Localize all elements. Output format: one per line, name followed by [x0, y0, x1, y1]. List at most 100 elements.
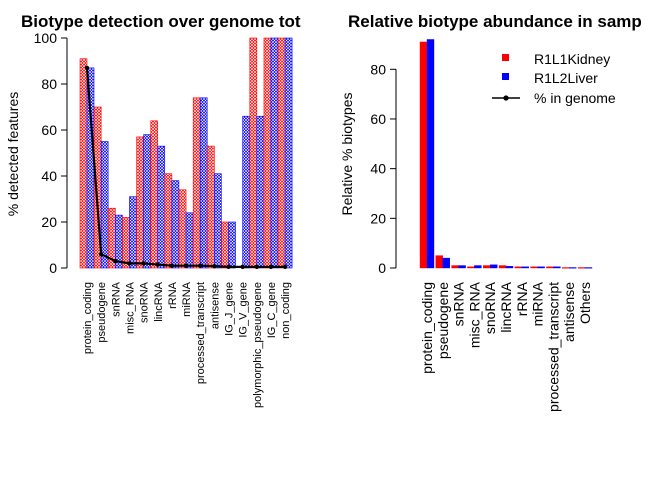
chart-1-bar	[228, 221, 236, 269]
chart-2-bar	[569, 267, 577, 269]
chart-2-bar	[442, 257, 450, 269]
chart-1-bar	[192, 97, 201, 269]
chart-1-genome-point	[141, 261, 146, 266]
chart-1-x-label: miRNA	[181, 281, 193, 316]
legend-label-series1: R1L1Kidney	[534, 51, 610, 67]
chart-1-x-label: rRNA	[167, 281, 179, 309]
chart-1-bar	[122, 217, 130, 269]
chart-1-bar	[136, 136, 144, 269]
chart-2-x-label: processed_transcript	[545, 282, 561, 412]
chart-1-genome-point	[254, 264, 259, 270]
chart-1-genome-point	[113, 258, 118, 264]
chart-1-x-label: processed_transcript	[195, 282, 207, 384]
chart-1-bar	[79, 58, 88, 269]
chart-2: Relative biotype abundance in samp Relat…	[339, 12, 642, 412]
chart-2-bar	[521, 266, 529, 269]
chart-1-bar	[249, 37, 258, 269]
chart-2-x-labels: protein_coding pseudogene snRNA misc_RNA sno…	[419, 281, 593, 412]
chart-1-genome-point	[84, 65, 90, 71]
chart-1: Biotype detection over genome tot % dete…	[5, 12, 301, 408]
chart-1-bar	[143, 134, 151, 269]
chart-2-bar	[426, 39, 435, 269]
chart-1-x-label: snoRNA	[139, 281, 151, 323]
chart-2-x-label: Others	[577, 282, 593, 324]
chart-1-bar	[86, 67, 95, 269]
chart-2-x-label: snoRNA	[482, 281, 498, 334]
chart-1-bar	[270, 37, 279, 269]
chart-2-bar	[584, 267, 593, 269]
chart-1-y-tick-label: 20	[41, 214, 57, 230]
chart-1-bar	[214, 173, 222, 269]
chart-1-x-label: pseudogene	[96, 282, 108, 343]
chart-1-genome-point	[282, 264, 288, 270]
chart-1-x-label: antisense	[209, 282, 221, 329]
chart-2-bar	[451, 265, 459, 269]
chart-1-bar	[199, 97, 208, 269]
chart-1-y-tick-label: 0	[49, 260, 57, 276]
chart-2-x-label: rRNA	[514, 281, 530, 316]
chart-1-y-tick-label: 80	[41, 76, 57, 92]
chart-1-bar	[207, 145, 215, 269]
chart-1-x-labels: protein_coding pseudogene snRNA misc_RNA sno…	[82, 281, 292, 408]
chart-1-bar	[277, 37, 286, 269]
chart-2-bar	[562, 267, 570, 269]
chart-1-x-label: IG_C_gene	[266, 282, 278, 338]
chart-1-x-label: lincRNA	[153, 281, 165, 321]
chart-1-genome-point	[226, 264, 231, 270]
chart-1-y-tick-label: 40	[41, 168, 57, 184]
chart-1-y-axis: 0 20 40 60 80 100	[34, 30, 68, 276]
chart-1-genome-point	[183, 263, 189, 268]
chart-1-genome-point	[155, 262, 160, 267]
chart-2-y-tick-label: 40	[370, 161, 386, 177]
chart-1-bar	[256, 115, 265, 269]
chart-1-bar	[157, 145, 166, 269]
chart-2-x-label: lincRNA	[498, 281, 514, 332]
chart-1-title: Biotype detection over genome tot	[21, 12, 301, 31]
chart-2-bar	[514, 266, 522, 269]
chart-1-genome-point	[268, 264, 274, 270]
chart-2-bar	[537, 266, 545, 269]
legend-label-series2: R1L2Liver	[534, 70, 598, 86]
chart-2-legend: R1L1Kidney R1L2Liver % in genome	[492, 51, 616, 106]
chart-1-x-label: misc_RNA	[124, 281, 136, 334]
chart-2-y-tick-label: 80	[370, 61, 386, 77]
chart-2-title: Relative biotype abundance in samp	[348, 12, 642, 31]
chart-1-bar	[129, 196, 137, 269]
chart-2-bar	[474, 265, 482, 269]
chart-1-genome-point	[212, 263, 217, 269]
chart-2-bar	[483, 265, 491, 269]
chart-1-x-label: non_coding	[280, 282, 292, 339]
chart-1-bar	[164, 173, 173, 269]
chart-2-x-label: snRNA	[451, 281, 467, 326]
chart-2-y-axis: 0 20 40 60 80	[370, 61, 397, 276]
chart-2-bar	[435, 255, 443, 269]
chart-2-x-label: pseudogene	[435, 282, 451, 359]
legend-label-genome: % in genome	[534, 90, 616, 106]
chart-2-bar	[530, 266, 538, 269]
chart-2-x-label: misc_RNA	[466, 281, 482, 348]
chart-1-bar	[178, 189, 187, 269]
chart-1-genome-point	[198, 263, 203, 268]
chart-2-bar	[458, 265, 466, 269]
chart-2-bar	[553, 266, 561, 269]
chart-2-y-tick-label: 0	[378, 260, 386, 276]
chart-1-genome-point	[169, 263, 175, 268]
chart-1-y-tick-label: 100	[34, 30, 58, 46]
chart-2-x-label: antisense	[561, 282, 577, 342]
chart-1-bar	[263, 37, 272, 269]
chart-1-bar	[185, 212, 194, 269]
chart-2-bar	[505, 266, 514, 269]
chart-2-bar	[577, 267, 586, 269]
chart-1-x-label: protein_coding	[82, 282, 94, 354]
chart-2-bar	[498, 265, 507, 269]
chart-1-genome-point	[240, 264, 245, 270]
chart-1-x-label: IG_J_gene	[224, 282, 236, 336]
chart-2-y-tick-label: 60	[370, 111, 386, 127]
chart-1-genome-line	[84, 65, 288, 270]
chart-1-bar	[221, 221, 229, 269]
chart-2-bar	[490, 264, 498, 269]
chart-1-x-label: polymorphic_pseudogene	[252, 282, 264, 408]
chart-1-bar	[242, 115, 250, 269]
chart-1-bar	[150, 120, 159, 269]
